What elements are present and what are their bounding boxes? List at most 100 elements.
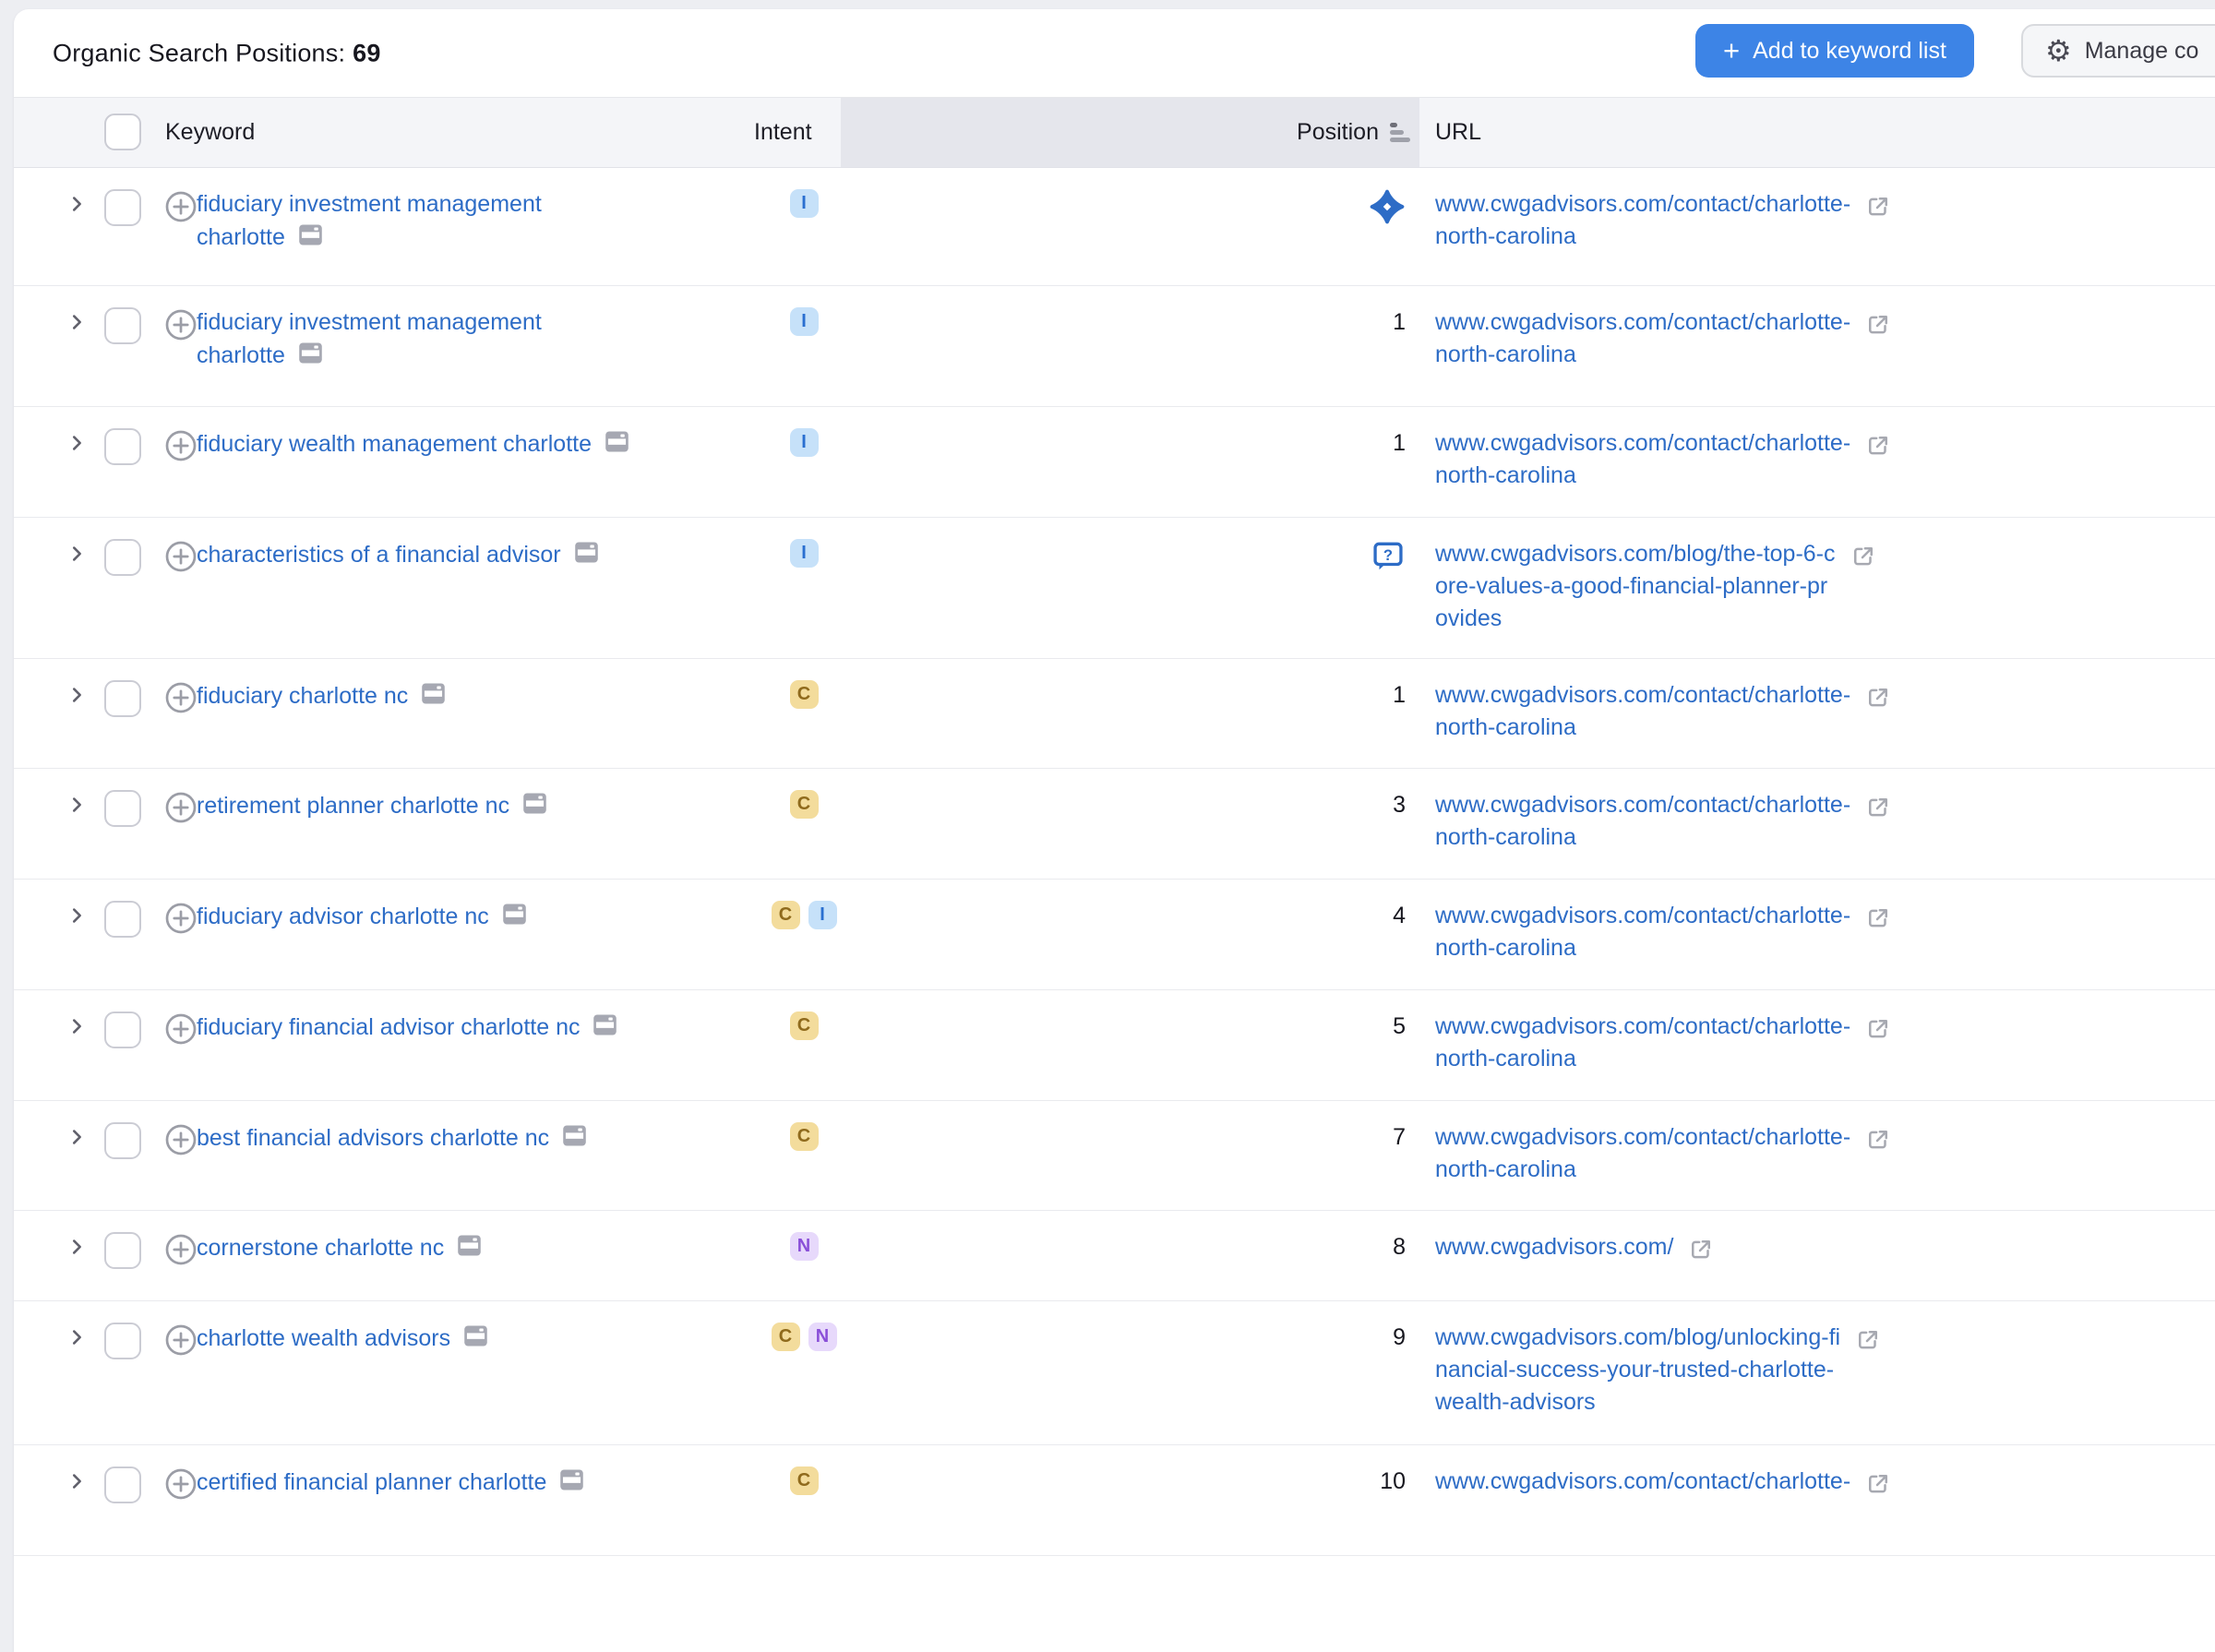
keyword-text: cornerstone charlotte nc: [197, 1231, 484, 1264]
keyword-link[interactable]: fiduciary wealth management charlotte: [197, 427, 631, 461]
expand-chevron-icon[interactable]: [66, 544, 87, 564]
serp-features-icon[interactable]: [461, 1322, 490, 1350]
row-checkbox[interactable]: [104, 428, 141, 465]
keyword-link[interactable]: fiduciary investment managementcharlotte: [197, 188, 542, 254]
add-keyword-plus-icon[interactable]: [164, 1233, 198, 1266]
expand-chevron-icon[interactable]: [66, 1237, 87, 1257]
serp-features-icon[interactable]: [296, 221, 325, 249]
url-cell: www.cwgadvisors.com/contact/charlotte-no…: [1435, 1011, 1892, 1075]
serp-features-icon[interactable]: [557, 1466, 586, 1494]
add-keyword-plus-icon[interactable]: [164, 1123, 198, 1156]
row-checkbox[interactable]: [104, 1122, 141, 1159]
keyword-link[interactable]: cornerstone charlotte nc: [197, 1231, 484, 1264]
select-all-checkbox[interactable]: [104, 114, 141, 150]
url-cell: www.cwgadvisors.com/contact/charlotte-no…: [1435, 188, 1892, 253]
external-link-icon[interactable]: [1687, 1236, 1715, 1263]
external-link-icon[interactable]: [1864, 432, 1892, 460]
row-checkbox[interactable]: [104, 307, 141, 344]
column-header-keyword[interactable]: Keyword: [165, 98, 255, 167]
keyword-link[interactable]: retirement planner charlotte nc: [197, 789, 549, 822]
url-link[interactable]: www.cwgadvisors.com/contact/charlotte-no…: [1435, 1121, 1850, 1186]
external-link-icon[interactable]: [1864, 193, 1892, 221]
keyword-link[interactable]: fiduciary charlotte nc: [197, 679, 448, 712]
column-header-position[interactable]: Position: [841, 98, 1419, 167]
expand-chevron-icon[interactable]: [66, 1127, 87, 1147]
url-link[interactable]: www.cwgadvisors.com/: [1435, 1231, 1673, 1263]
url-link[interactable]: www.cwgadvisors.com/contact/charlotte-no…: [1435, 427, 1850, 492]
url-link[interactable]: www.cwgadvisors.com/contact/charlotte-no…: [1435, 789, 1850, 854]
row-checkbox[interactable]: [104, 1232, 141, 1269]
keyword-text: fiduciary charlotte nc: [197, 679, 448, 712]
expand-chevron-icon[interactable]: [66, 1016, 87, 1036]
serp-features-icon[interactable]: [521, 789, 549, 818]
url-link[interactable]: www.cwgadvisors.com/contact/charlotte-no…: [1435, 1011, 1850, 1075]
external-link-icon[interactable]: [1850, 543, 1877, 570]
serp-features-icon[interactable]: [572, 538, 601, 567]
url-cell: www.cwgadvisors.com/contact/charlotte-no…: [1435, 900, 1892, 964]
external-link-icon[interactable]: [1864, 904, 1892, 932]
serp-features-icon[interactable]: [419, 679, 448, 708]
url-link[interactable]: www.cwgadvisors.com/contact/charlotte-no…: [1435, 900, 1850, 964]
serp-features-icon[interactable]: [455, 1231, 484, 1260]
add-keyword-plus-icon[interactable]: [164, 190, 198, 223]
row-checkbox[interactable]: [104, 790, 141, 827]
add-keyword-plus-icon[interactable]: [164, 681, 198, 714]
expand-chevron-icon[interactable]: [66, 312, 87, 332]
position-value: 4: [841, 900, 1406, 932]
url-link[interactable]: www.cwgadvisors.com/contact/charlotte-no…: [1435, 306, 1850, 371]
url-link[interactable]: www.cwgadvisors.com/contact/charlotte-no…: [1435, 679, 1850, 744]
keyword-link[interactable]: best financial advisors charlotte nc: [197, 1121, 589, 1155]
external-link-icon[interactable]: [1864, 311, 1892, 339]
expand-chevron-icon[interactable]: [66, 905, 87, 926]
serp-features-icon[interactable]: [500, 900, 529, 928]
row-checkbox[interactable]: [104, 680, 141, 717]
keyword-link[interactable]: fiduciary investment managementcharlotte: [197, 306, 542, 372]
add-keyword-plus-icon[interactable]: [164, 540, 198, 573]
keyword-link[interactable]: charlotte wealth advisors: [197, 1322, 490, 1355]
serp-features-icon[interactable]: [603, 427, 631, 456]
add-keyword-plus-icon[interactable]: [164, 791, 198, 824]
row-checkbox[interactable]: [104, 1012, 141, 1048]
column-header-url[interactable]: URL: [1435, 98, 1481, 167]
expand-chevron-icon[interactable]: [66, 433, 87, 453]
external-link-icon[interactable]: [1864, 1470, 1892, 1498]
row-checkbox[interactable]: [104, 901, 141, 938]
url-link[interactable]: www.cwgadvisors.com/blog/the-top-6-core-…: [1435, 538, 1836, 635]
column-header-intent[interactable]: Intent: [754, 98, 812, 167]
add-keyword-plus-icon[interactable]: [164, 1467, 198, 1501]
add-keyword-plus-icon[interactable]: [164, 308, 198, 341]
sort-ascending-icon[interactable]: [1390, 123, 1410, 142]
serp-features-icon[interactable]: [296, 339, 325, 367]
add-keyword-plus-icon[interactable]: [164, 902, 198, 935]
add-to-keyword-list-button[interactable]: + Add to keyword list: [1695, 24, 1974, 78]
manage-columns-button[interactable]: ⚙ Manage co: [2021, 24, 2215, 78]
external-link-icon[interactable]: [1864, 1126, 1892, 1154]
url-text: north-carolina: [1435, 712, 1850, 744]
external-link-icon[interactable]: [1864, 794, 1892, 821]
add-keyword-plus-icon[interactable]: [164, 1323, 198, 1357]
url-link[interactable]: www.cwgadvisors.com/contact/charlotte-: [1435, 1466, 1850, 1498]
keyword-link[interactable]: certified financial planner charlotte: [197, 1466, 586, 1499]
row-checkbox[interactable]: [104, 1323, 141, 1359]
keyword-link[interactable]: characteristics of a financial advisor: [197, 538, 601, 571]
external-link-icon[interactable]: [1854, 1326, 1882, 1354]
serp-features-icon[interactable]: [591, 1011, 619, 1039]
external-link-icon[interactable]: [1864, 684, 1892, 712]
intent-badge-C: C: [790, 1012, 819, 1040]
url-link[interactable]: www.cwgadvisors.com/contact/charlotte-no…: [1435, 188, 1850, 253]
expand-chevron-icon[interactable]: [66, 1471, 87, 1491]
add-keyword-plus-icon[interactable]: [164, 1012, 198, 1046]
serp-features-icon[interactable]: [560, 1121, 589, 1150]
keyword-link[interactable]: fiduciary advisor charlotte nc: [197, 900, 529, 933]
url-link[interactable]: www.cwgadvisors.com/blog/unlocking-finan…: [1435, 1322, 1840, 1419]
expand-chevron-icon[interactable]: [66, 1327, 87, 1347]
expand-chevron-icon[interactable]: [66, 685, 87, 705]
row-checkbox[interactable]: [104, 539, 141, 576]
expand-chevron-icon[interactable]: [66, 795, 87, 815]
external-link-icon[interactable]: [1864, 1015, 1892, 1043]
row-checkbox[interactable]: [104, 189, 141, 226]
add-keyword-plus-icon[interactable]: [164, 429, 198, 462]
row-checkbox[interactable]: [104, 1466, 141, 1503]
keyword-link[interactable]: fiduciary financial advisor charlotte nc: [197, 1011, 619, 1044]
expand-chevron-icon[interactable]: [66, 194, 87, 214]
